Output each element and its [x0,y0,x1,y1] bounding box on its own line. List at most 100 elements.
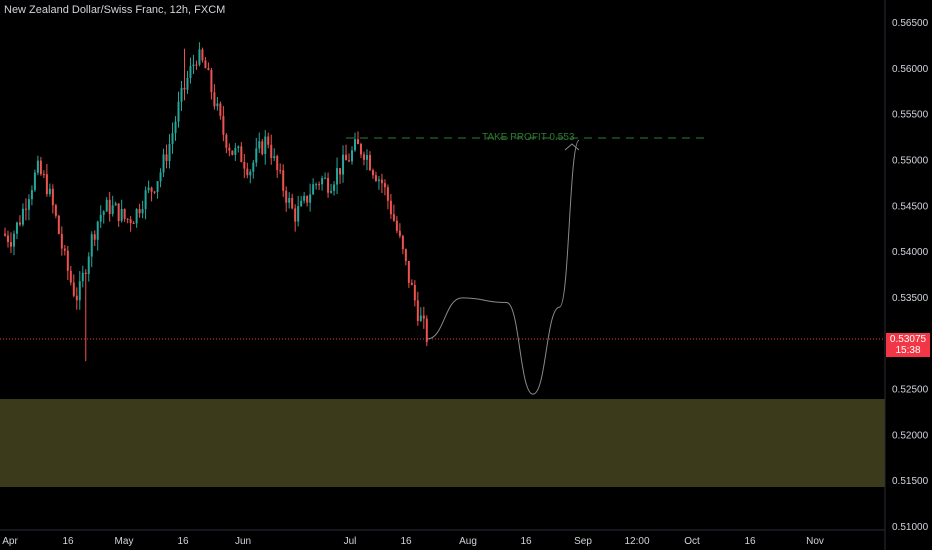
price-tick-label: 0.54500 [892,201,929,212]
candle-body [306,195,309,203]
take-profit-label: TAKE PROFIT 0.553 [482,132,575,143]
candle-body [318,184,321,186]
candle-body [407,260,410,283]
candle-body [36,160,39,173]
candle-body [6,235,9,243]
candle-body [324,177,327,179]
candle-body [177,101,180,122]
time-tick-label: Aug [459,536,477,547]
time-tick-label: 12:00 [624,536,649,547]
price-tick-label: 0.51000 [892,522,929,533]
candle-body [120,208,123,221]
candle-body [282,170,285,191]
candle-body [144,190,147,210]
candle-body [321,178,324,185]
candle-body [365,155,368,160]
symbol-title[interactable]: New Zealand Dollar/Swiss Franc, 12h, FXC… [4,4,226,16]
price-axis[interactable]: 0.56500 0.56000 0.55500 0.55000 0.54500 0.540… [892,18,929,533]
candle-body [12,233,15,247]
candle-body [9,242,12,247]
candle-body [147,187,150,191]
candle-body [312,184,315,195]
candle-body [165,154,168,162]
projection-path [426,139,580,395]
projection-arrowhead [564,143,580,151]
time-tick-label: 16 [744,536,756,547]
candle-body [291,197,294,209]
candle-body [87,256,90,274]
candle-body [168,144,171,162]
candle-body [102,211,105,215]
candle-body [228,147,231,151]
candle-body [162,154,165,173]
candle-body [222,115,225,135]
candle-body [303,195,306,201]
candle-body [204,60,207,69]
candle-body [174,121,177,134]
price-tick-label: 0.53500 [892,293,929,304]
candle-body [371,170,374,176]
time-tick-label: May [115,536,134,547]
candle-body [252,162,255,172]
candle-body [123,208,126,219]
candle-body [210,69,213,93]
candle-body [153,191,156,193]
candle-series [3,42,428,362]
demand-zone [0,399,885,487]
price-tick-label: 0.55000 [892,155,929,166]
candle-body [93,234,96,240]
candle-body [395,220,398,231]
candle-body [39,160,42,175]
candle-body [333,184,336,191]
candle-body [368,155,371,171]
candle-body [198,49,201,65]
time-tick-label: 16 [177,536,189,547]
candle-body [270,144,273,158]
candle-body [389,200,392,215]
candle-body [267,136,270,145]
price-tick-label: 0.52000 [892,430,929,441]
candle-body [425,318,428,342]
price-tick-label: 0.54000 [892,247,929,258]
candle-body [404,249,407,261]
candle-body [129,219,132,224]
candle-body [258,141,261,149]
candle-body [398,230,401,236]
candle-body [359,144,362,155]
candle-body [237,146,240,149]
price-tick-label: 0.52500 [892,385,929,396]
candle-body [156,181,159,192]
candle-body [114,203,117,206]
candle-body [285,190,288,203]
candle-body [63,248,66,251]
candle-body [48,188,51,195]
current-price-badge: 0.53075 15:38 [886,333,930,357]
candle-body [78,281,81,301]
candle-body [84,272,87,274]
candle-body [419,315,422,321]
candle-body [315,184,318,186]
candle-body [111,205,114,215]
candle-body [374,175,377,181]
time-tick-label: Nov [806,536,824,547]
candle-body [339,168,342,175]
candle-body [225,134,228,148]
price-tick-label: 0.56000 [892,64,929,75]
candle-body [279,170,282,172]
time-tick-label: Oct [684,536,700,547]
candle-body [45,174,48,195]
time-axis[interactable]: Apr 16 May 16 Jun Jul 16 Aug 16 Sep 12:00 Oct 16 Nov [2,536,824,547]
time-tick-label: Sep [574,536,592,547]
candle-body [159,172,162,182]
current-price-value: 0.53075 [889,334,927,345]
candle-body [51,188,54,206]
candle-body [15,222,18,234]
candle-body [345,154,348,161]
candle-body [90,234,93,257]
candle-body [3,233,6,236]
candle-body [422,315,425,319]
candle-body [240,146,243,163]
candle-body [195,64,198,66]
candle-body [27,199,30,210]
